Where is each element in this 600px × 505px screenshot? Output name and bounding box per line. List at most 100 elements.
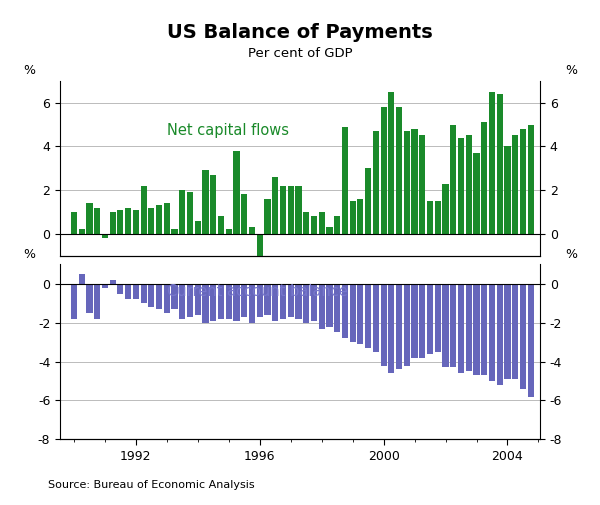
Bar: [388, 284, 394, 373]
Bar: [179, 190, 185, 234]
Bar: [280, 186, 286, 234]
Bar: [404, 284, 410, 366]
Bar: [357, 199, 364, 234]
Bar: [164, 284, 170, 313]
Bar: [412, 284, 418, 358]
Bar: [466, 284, 472, 371]
Bar: [210, 284, 217, 321]
Bar: [140, 186, 147, 234]
Bar: [350, 201, 356, 234]
Bar: [280, 284, 286, 319]
Bar: [311, 284, 317, 321]
Bar: [319, 284, 325, 329]
Bar: [79, 274, 85, 284]
Bar: [365, 168, 371, 234]
Bar: [326, 227, 332, 234]
Bar: [435, 284, 441, 352]
Bar: [512, 284, 518, 379]
Bar: [497, 94, 503, 234]
Bar: [226, 284, 232, 319]
Bar: [195, 221, 201, 234]
Bar: [342, 284, 348, 338]
Bar: [94, 208, 100, 234]
Bar: [311, 216, 317, 234]
Bar: [466, 135, 472, 234]
Text: %: %: [23, 248, 35, 261]
Bar: [481, 284, 487, 375]
Bar: [450, 125, 457, 234]
Bar: [512, 135, 518, 234]
Bar: [450, 284, 457, 368]
Bar: [117, 284, 124, 293]
Bar: [79, 229, 85, 234]
Bar: [102, 284, 108, 288]
Bar: [249, 284, 255, 323]
Bar: [287, 186, 294, 234]
Bar: [295, 284, 302, 319]
Bar: [94, 284, 100, 319]
Bar: [172, 229, 178, 234]
Bar: [342, 127, 348, 234]
Bar: [419, 135, 425, 234]
Bar: [365, 284, 371, 348]
Bar: [527, 125, 534, 234]
Text: %: %: [565, 248, 577, 261]
Text: US Balance of Payments: US Balance of Payments: [167, 23, 433, 42]
Bar: [442, 183, 449, 234]
Bar: [319, 212, 325, 234]
Bar: [133, 210, 139, 234]
Bar: [148, 208, 154, 234]
Bar: [442, 284, 449, 368]
Bar: [388, 92, 394, 234]
Bar: [187, 284, 193, 317]
Bar: [303, 212, 309, 234]
Bar: [156, 206, 162, 234]
Bar: [520, 284, 526, 389]
Bar: [427, 284, 433, 354]
Bar: [241, 194, 247, 234]
Bar: [303, 284, 309, 323]
Bar: [257, 284, 263, 317]
Bar: [102, 234, 108, 238]
Bar: [350, 284, 356, 342]
Bar: [272, 284, 278, 321]
Bar: [110, 212, 116, 234]
Bar: [396, 107, 402, 234]
Bar: [257, 234, 263, 256]
Bar: [233, 284, 239, 321]
Bar: [272, 177, 278, 234]
Text: %: %: [565, 64, 577, 77]
Bar: [156, 284, 162, 309]
Bar: [295, 186, 302, 234]
Bar: [380, 284, 387, 366]
Bar: [241, 284, 247, 317]
Bar: [172, 284, 178, 309]
Bar: [412, 129, 418, 234]
Bar: [187, 192, 193, 234]
Bar: [210, 175, 217, 234]
Text: Current account balance: Current account balance: [167, 283, 347, 298]
Bar: [233, 151, 239, 234]
Bar: [481, 122, 487, 234]
Text: Net capital flows: Net capital flows: [167, 123, 289, 138]
Bar: [265, 199, 271, 234]
Bar: [334, 216, 340, 234]
Bar: [148, 284, 154, 307]
Bar: [218, 284, 224, 319]
Bar: [473, 284, 479, 375]
Bar: [226, 229, 232, 234]
Bar: [419, 284, 425, 358]
Bar: [133, 284, 139, 299]
Bar: [373, 284, 379, 352]
Bar: [86, 203, 92, 234]
Bar: [179, 284, 185, 319]
Bar: [202, 284, 209, 323]
Bar: [458, 138, 464, 234]
Bar: [125, 208, 131, 234]
Bar: [71, 284, 77, 319]
Bar: [404, 131, 410, 234]
Bar: [249, 227, 255, 234]
Bar: [396, 284, 402, 369]
Bar: [489, 284, 495, 381]
Bar: [117, 210, 124, 234]
